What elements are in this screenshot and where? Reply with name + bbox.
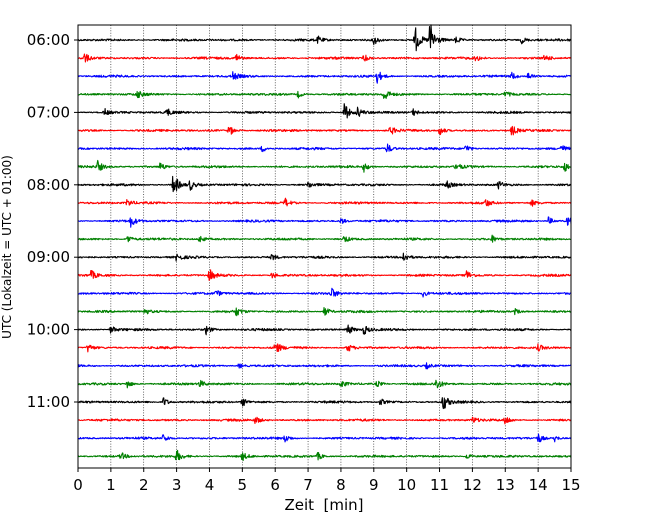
trace-line <box>77 449 572 461</box>
x-tick-label: 14 <box>529 476 548 494</box>
y-axis-label: UTC (Lokalzeit = UTC + 01:00) <box>0 155 14 339</box>
trace-line <box>77 397 572 410</box>
x-axis-ticks: 0 1 2 3 4 5 6 7 8 9 10 11 12 13 14 15 <box>73 468 581 494</box>
trace-line <box>77 143 572 153</box>
x-tick-label: 0 <box>73 476 83 494</box>
trace-line <box>77 234 572 243</box>
x-tick-label: 12 <box>463 476 482 494</box>
x-tick-label: 6 <box>270 476 280 494</box>
trace-line <box>77 90 572 99</box>
x-tick-label: 11 <box>430 476 449 494</box>
trace-line <box>77 175 572 193</box>
plot-frame <box>77 24 572 469</box>
x-tick-label: 8 <box>336 476 346 494</box>
y-tick-label: 06:00 <box>27 31 70 49</box>
trace-line <box>77 379 572 389</box>
trace-line <box>77 287 572 298</box>
x-tick-label: 1 <box>106 476 116 494</box>
y-tick-label: 09:00 <box>27 248 70 266</box>
x-tick-label: 3 <box>172 476 182 494</box>
trace-line <box>77 324 572 336</box>
y-tick-label: 08:00 <box>27 176 70 194</box>
trace-line <box>77 125 572 136</box>
trace-line <box>77 416 572 425</box>
trace-group <box>77 24 572 461</box>
trace-line <box>77 252 572 262</box>
x-tick-label: 5 <box>238 476 248 494</box>
grid-lines <box>110 25 539 468</box>
y-tick-label: 10:00 <box>27 321 70 339</box>
x-tick-label: 15 <box>561 476 580 494</box>
x-tick-label: 10 <box>397 476 416 494</box>
trace-line <box>77 433 572 443</box>
x-tick-label: 13 <box>496 476 515 494</box>
x-tick-label: 4 <box>205 476 215 494</box>
trace-line <box>77 362 572 370</box>
trace-line <box>77 197 572 207</box>
trace-line <box>77 103 572 119</box>
trace-line <box>77 306 572 317</box>
trace-line <box>77 71 572 84</box>
trace-line <box>77 343 572 353</box>
trace-line <box>77 269 572 281</box>
x-tick-label: 2 <box>139 476 149 494</box>
y-tick-label: 11:00 <box>27 393 70 411</box>
y-tick-label: 07:00 <box>27 103 70 121</box>
trace-line <box>77 24 572 52</box>
trace-line <box>77 159 572 173</box>
trace-line <box>77 216 572 228</box>
x-tick-label: 9 <box>369 476 379 494</box>
x-tick-label: 7 <box>303 476 313 494</box>
x-axis-label: Zeit [min] <box>284 496 363 514</box>
trace-line <box>77 53 572 63</box>
y-axis-ticks: 06:00 07:00 08:00 09:00 10:00 11:00 <box>27 31 78 411</box>
